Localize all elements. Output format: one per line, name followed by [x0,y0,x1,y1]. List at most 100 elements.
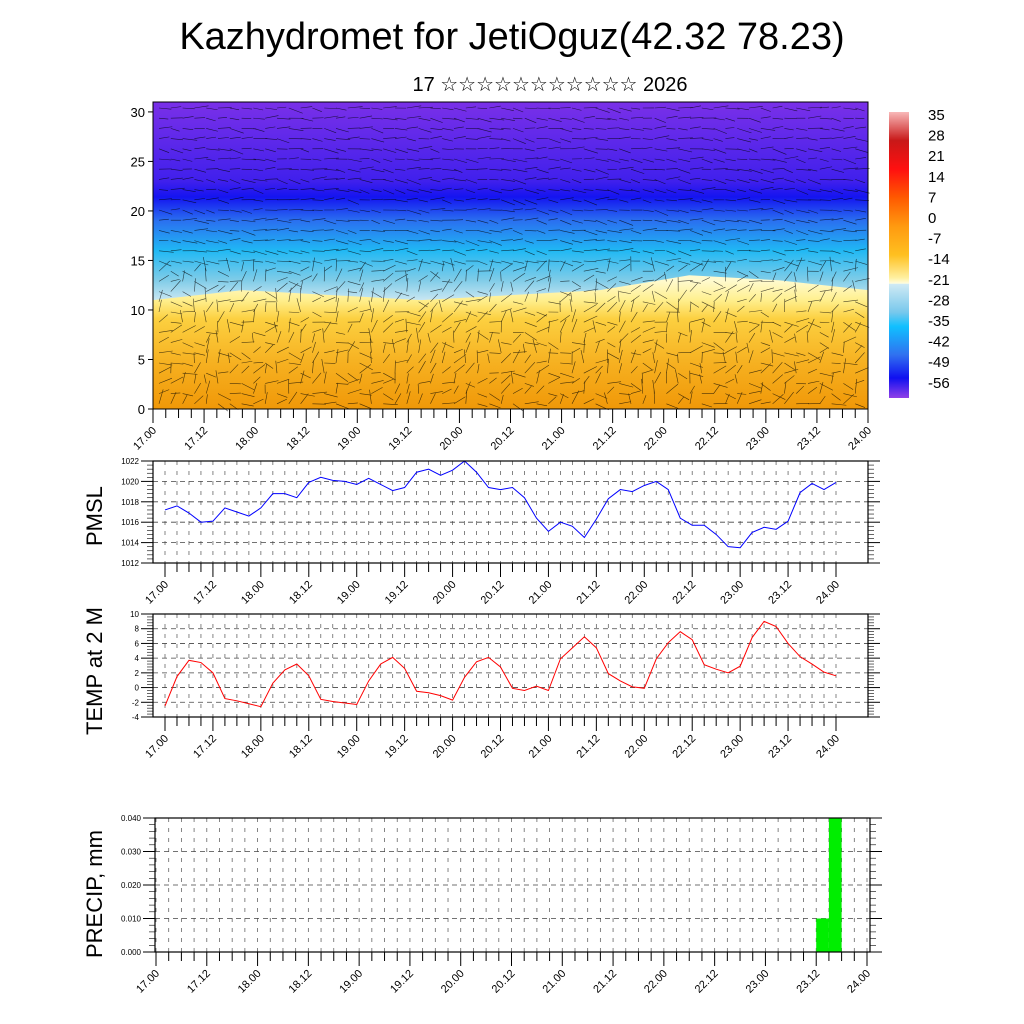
wind-barb [524,250,535,256]
wind-barb [453,348,463,354]
wind-barb [253,362,264,364]
wind-barb [607,209,618,212]
wind-barb [843,126,854,129]
wind-barb [276,106,287,109]
wind-barb [512,179,527,185]
wind-barb [666,352,679,357]
wind-barb [713,294,722,303]
wind-barb [217,270,230,277]
wind-barb [265,260,276,264]
y-tick-label: 10 [131,303,145,318]
wind-barb [735,332,738,343]
wind-barb [843,239,857,241]
wind-barb [701,277,711,282]
wind-barb [217,281,229,283]
wind-barb [760,342,771,346]
wind-barb [689,260,704,266]
wind-barb [371,198,383,201]
wind-barb [560,167,571,170]
wind-barb [158,377,173,384]
wind-barb [725,137,735,139]
wind-barb [571,281,581,288]
wind-barb [288,128,304,131]
wind-barb [229,392,241,394]
wind-barb [359,309,371,313]
wind-barb [453,268,462,282]
wind-barb [182,209,193,215]
y-tick-label: 8 [135,625,140,634]
wind-barb [170,177,183,180]
wind-barb [288,311,300,313]
wind-barb [524,177,537,180]
wind-barb [194,250,207,253]
wind-barb [300,168,314,171]
wind-barb [441,341,447,353]
wind-barb [654,330,667,333]
wind-barb [477,268,479,282]
wind-barb [194,136,206,139]
wind-barb [158,230,170,234]
y-tick-label: 20 [131,204,145,219]
wind-barb [465,269,467,282]
wind-barb [194,168,207,173]
wind-barb [772,332,783,338]
wind-barb [548,107,561,110]
wind-barb [583,304,597,313]
wind-barb [394,291,410,297]
wind-barb [689,318,705,323]
x-tick-label: 21.12 [591,425,619,453]
wind-barb [642,279,655,282]
wind-barb [383,403,398,405]
wind-barb [477,117,492,123]
wind-barb [630,107,641,110]
wind-barb [229,157,241,160]
wind-barb [205,301,214,313]
wind-barb [418,146,433,150]
wind-barb [536,126,548,129]
wind-barb [630,383,642,391]
wind-barb [664,271,667,282]
wind-barb [571,377,580,384]
wind-barb [205,394,208,404]
wind-barb [194,362,201,374]
wind-barb [666,128,676,130]
wind-barb [548,166,561,170]
y-tick-label: 30 [131,105,145,120]
wind-barb [819,382,824,394]
wind-barb [324,248,339,252]
wind-barb [748,250,761,252]
wind-barb [418,177,432,180]
wind-barb [383,117,398,121]
x-tick-label: 18.12 [287,733,315,761]
wind-barb [642,320,655,323]
wind-barb [760,347,771,354]
wind-barb [477,135,492,139]
wind-barb [536,197,549,201]
wind-barb [312,372,322,384]
wind-barb [359,260,373,267]
wind-barb [253,332,266,337]
wind-barb [701,352,703,364]
wind-barb [371,168,385,173]
wind-barb [430,293,439,303]
wind-barb [855,148,869,153]
wind-barb [713,260,724,263]
wind-barb [276,138,290,144]
wind-barb [158,107,172,110]
wind-barb [560,128,573,133]
wind-barb [182,138,198,141]
x-tick-label: 18.12 [284,425,312,453]
wind-barb [501,227,513,231]
wind-barb [748,229,762,231]
wind-barb [300,148,310,153]
wind-barb [359,115,373,119]
wind-barb [642,228,658,231]
wind-barb [406,209,422,215]
wind-barb [194,189,204,192]
wind-barb [748,350,754,364]
wind-barb [465,197,476,201]
wind-barb [512,349,521,364]
wind-barb [265,380,279,384]
wind-barb [689,262,703,272]
x-tick-label: 20.12 [489,425,517,453]
